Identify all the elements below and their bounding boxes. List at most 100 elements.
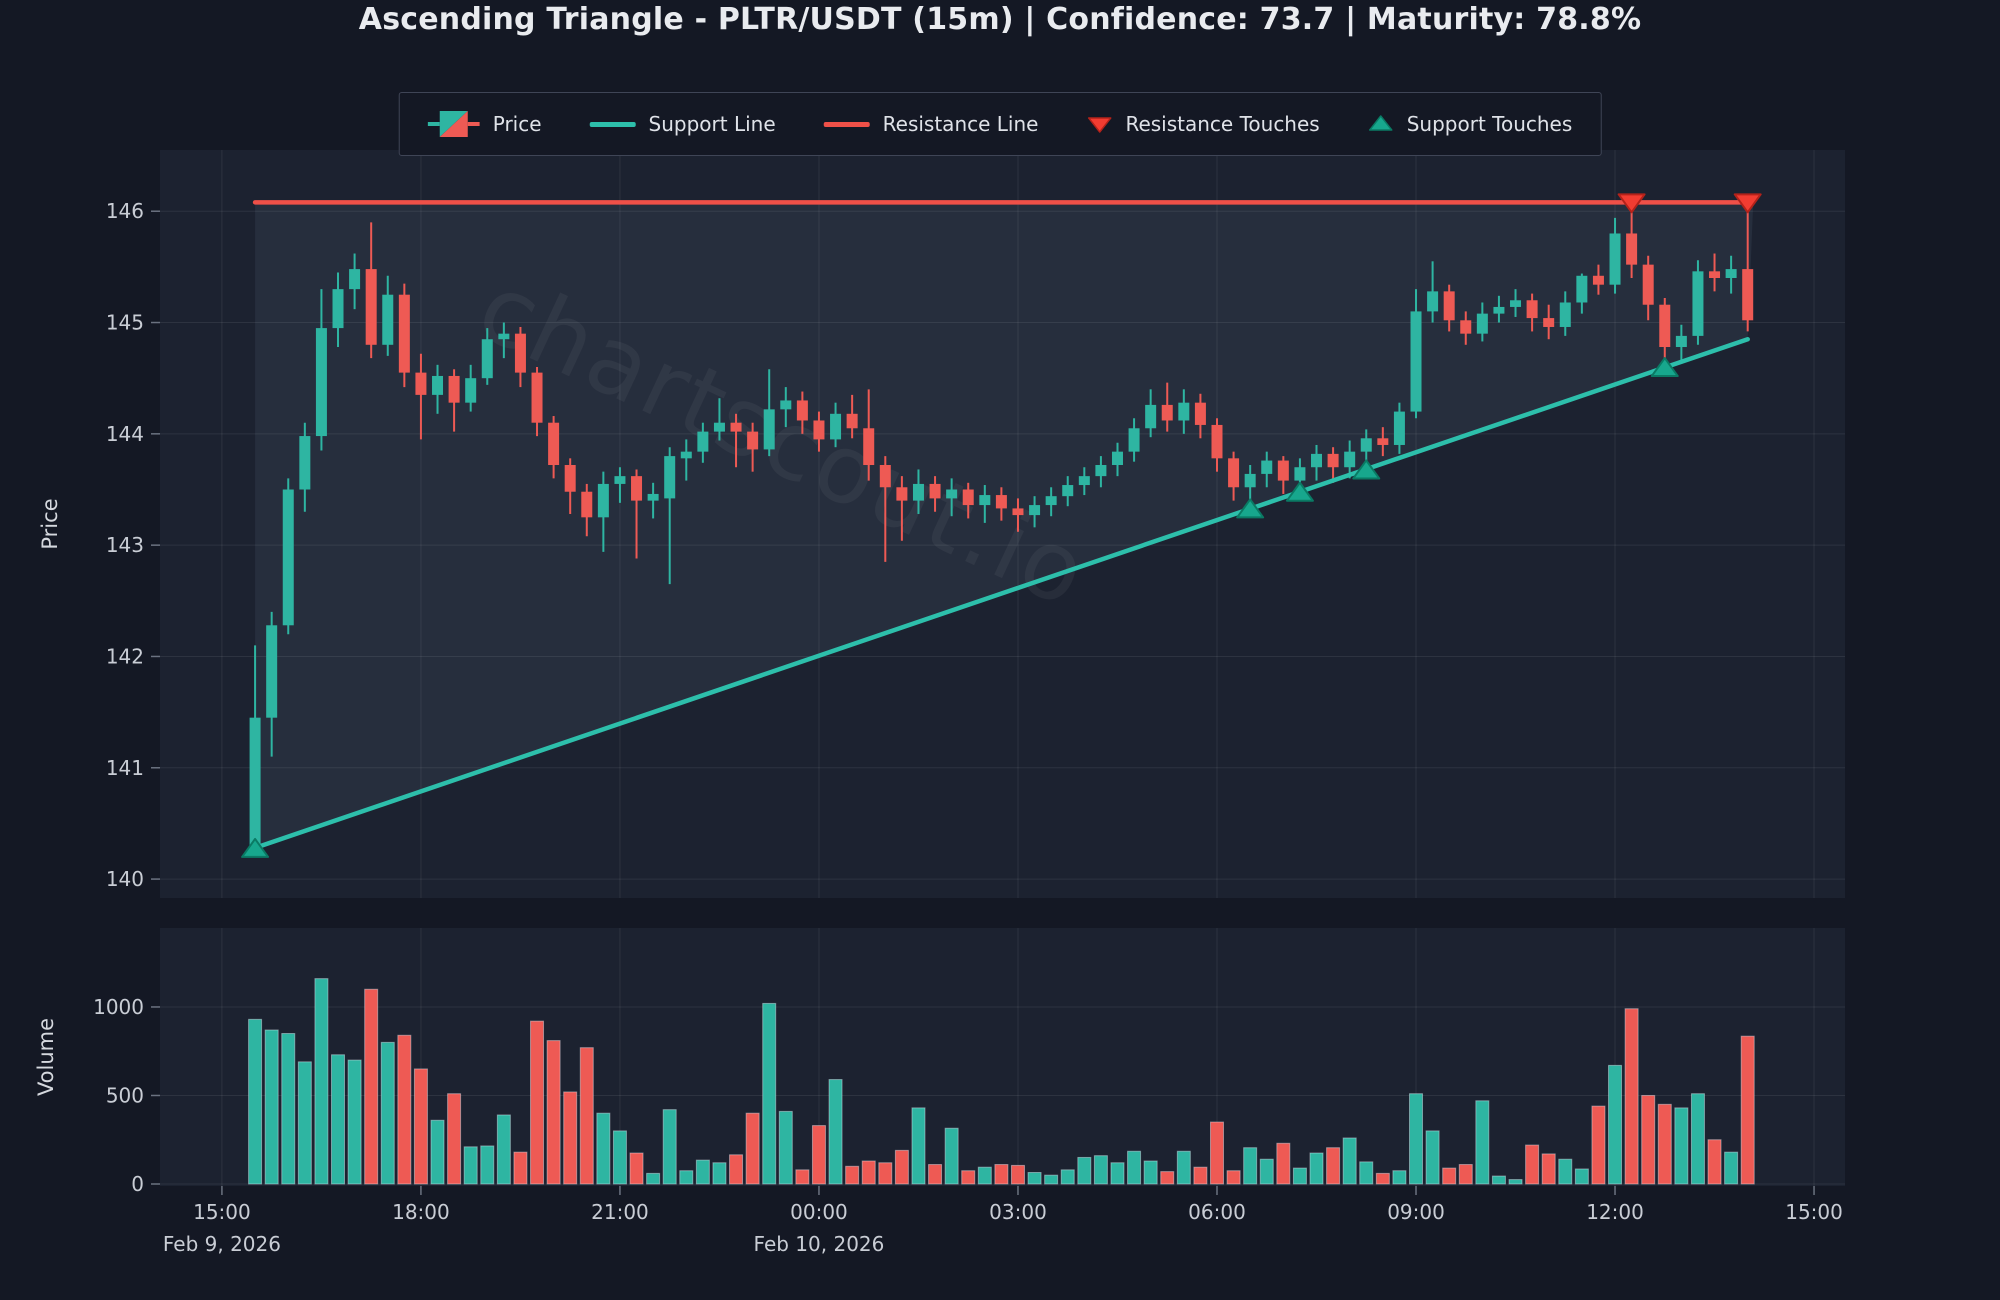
- volume-bar-up: [1508, 1179, 1523, 1185]
- candle-up: [266, 625, 278, 718]
- volume-bar-up: [695, 1159, 710, 1185]
- candle-up: [1393, 411, 1405, 445]
- candle-down: [1626, 233, 1638, 265]
- candle-down: [879, 465, 891, 488]
- volume-bar-up: [1127, 1150, 1142, 1185]
- volume-bar-down: [795, 1169, 810, 1185]
- volume-bar-up: [1491, 1175, 1506, 1185]
- candle-up: [315, 328, 327, 437]
- volume-bar-up: [911, 1107, 926, 1185]
- candle-down: [1526, 300, 1538, 319]
- candle-up: [946, 489, 958, 499]
- candle-up: [647, 493, 659, 501]
- candle-up: [1111, 451, 1123, 466]
- candle-down: [398, 294, 410, 373]
- support-touches-icon: [1368, 115, 1393, 131]
- candle-down: [1659, 304, 1671, 348]
- volume-bar-up: [380, 1041, 395, 1185]
- volume-bar-down: [530, 1020, 545, 1185]
- candle-down: [365, 269, 377, 345]
- volume-bar-down: [364, 988, 379, 1185]
- candle-down: [1012, 508, 1024, 516]
- volume-bar-up: [1724, 1151, 1739, 1185]
- date-label: Feb 10, 2026: [754, 1232, 885, 1256]
- candle-down: [1377, 438, 1389, 445]
- price-tick-label: 140: [106, 867, 144, 891]
- candle-down: [448, 375, 460, 403]
- candle-up: [912, 483, 924, 501]
- volume-bar-up: [1392, 1170, 1407, 1185]
- candle-up: [332, 289, 344, 329]
- volume-bar-up: [944, 1127, 959, 1185]
- candle-up: [614, 476, 626, 484]
- time-tick-label: 09:00: [1387, 1200, 1445, 1224]
- candle-up: [680, 451, 692, 459]
- axis-ticks: 140 141 142 143 144 145 146 0 500 1000 15:00 18:00 2…: [93, 199, 1843, 1256]
- volume-bar-up: [1093, 1155, 1108, 1185]
- candle-up: [1128, 428, 1140, 452]
- candle-down: [896, 487, 908, 501]
- volume-bar-up: [1292, 1167, 1307, 1185]
- candle-up: [481, 339, 493, 379]
- resistance-touch-marker: [1733, 193, 1762, 214]
- legend-label-resistance-touches: Resistance Touches: [1125, 112, 1320, 136]
- volume-bar-down: [1740, 1035, 1755, 1185]
- candle-down: [1443, 291, 1455, 321]
- candle-up: [1576, 275, 1588, 303]
- resistance-touches-icon: [1087, 117, 1112, 133]
- volume-bar-down: [579, 1047, 594, 1185]
- candle-down: [1161, 404, 1173, 421]
- candle-up: [432, 375, 444, 395]
- volume-bar-up: [1060, 1169, 1075, 1185]
- volume-bar-down: [811, 1125, 826, 1185]
- candle-up: [1311, 453, 1323, 468]
- volume-bar-down: [894, 1149, 909, 1185]
- candle-up: [498, 333, 510, 340]
- volume-bar-down: [729, 1154, 744, 1185]
- candle-down: [581, 491, 593, 518]
- volume-bar-up: [480, 1145, 495, 1185]
- volume-tick-label: 1000: [93, 995, 144, 1019]
- legend-label-support-touches: Support Touches: [1406, 112, 1573, 136]
- candle-up: [1675, 335, 1687, 348]
- volume-bar-up: [1110, 1162, 1125, 1185]
- volume-bar-up: [1608, 1064, 1623, 1185]
- candle-up: [1692, 271, 1704, 336]
- volume-bar-up: [1409, 1093, 1424, 1185]
- candle-down: [995, 495, 1007, 509]
- volume-bar-down: [397, 1034, 412, 1185]
- candle-up: [465, 378, 477, 403]
- volume-bar-up: [762, 1002, 777, 1185]
- volume-bar-down: [961, 1170, 976, 1185]
- volume-bar-up: [264, 1029, 279, 1185]
- volume-bar-down: [928, 1164, 943, 1185]
- candle-up: [249, 717, 261, 846]
- volume-bar-down: [1525, 1144, 1540, 1185]
- candle-down: [564, 465, 576, 492]
- candle-down: [1194, 402, 1206, 425]
- legend-label-support-line: Support Line: [648, 112, 776, 136]
- candle-up: [664, 456, 676, 499]
- candle-up: [382, 294, 394, 345]
- volume-bar-up: [314, 978, 329, 1185]
- volume-bar-down: [629, 1152, 644, 1185]
- time-tick-label: 18:00: [392, 1200, 450, 1224]
- volume-bar-down: [1160, 1171, 1175, 1185]
- volume-bar-down: [994, 1164, 1009, 1185]
- time-tick-label: 00:00: [790, 1200, 848, 1224]
- legend-label-price: Price: [492, 112, 542, 136]
- candle-down: [929, 483, 941, 499]
- volume-bars: [248, 978, 1755, 1185]
- candle-up: [1344, 451, 1356, 468]
- candle-up: [597, 483, 609, 518]
- volume-bar-up: [646, 1172, 661, 1185]
- volume-bar-up: [248, 1018, 263, 1185]
- legend-item-resistance-touches: Resistance Touches: [1086, 112, 1320, 136]
- candle-up: [1559, 302, 1571, 327]
- candle-down: [796, 400, 808, 421]
- time-tick-label: 21:00: [591, 1200, 649, 1224]
- volume-bar-up: [1176, 1150, 1191, 1185]
- volume-bar-down: [1326, 1147, 1341, 1185]
